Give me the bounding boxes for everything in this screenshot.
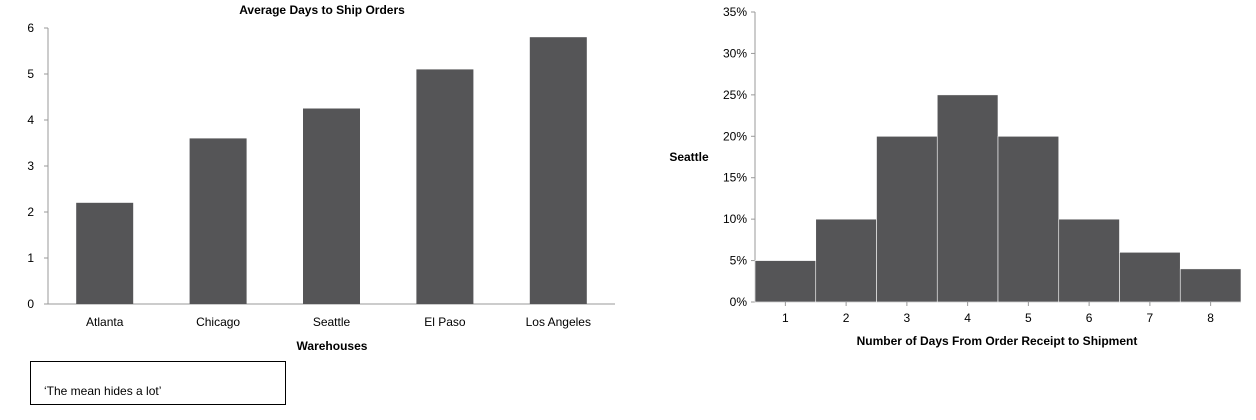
chart1-y-ticks: 0 1 2 3 4 5 6 — [27, 21, 48, 311]
chart2-category-label: 7 — [1147, 311, 1154, 325]
chart1-y-tick-label: 3 — [27, 159, 34, 173]
chart2-category-label: 4 — [964, 311, 971, 325]
chart2-bar — [936, 94, 999, 303]
chart1-x-axis-label: Warehouses — [297, 339, 368, 353]
chart1-bar — [416, 69, 474, 305]
chart2-y-tick-label: 5% — [730, 254, 748, 268]
note-text: ‘The mean hides a lot’ — [44, 384, 162, 398]
chart2-y-tick-label: 25% — [723, 88, 747, 102]
chart2-bar — [1119, 251, 1181, 303]
chart2-x-tick-labels: 1 2 3 4 5 6 7 8 — [782, 302, 1214, 325]
chart2-bar — [876, 135, 938, 303]
chart2-bar — [1058, 218, 1120, 303]
chart2-y-tick-label: 15% — [723, 171, 747, 185]
chart2-category-label: 6 — [1086, 311, 1093, 325]
chart2-category-label: 2 — [843, 311, 850, 325]
chart2-bar — [1179, 268, 1242, 303]
chart1-title: Average Days to Ship Orders — [239, 3, 405, 17]
chart2-y-tick-label: 0% — [730, 295, 748, 309]
chart1-category-label: Chicago — [196, 315, 240, 329]
chart2-y-tick-label: 35% — [723, 5, 747, 19]
chart2-category-label: 1 — [782, 311, 789, 325]
chart1-bars — [76, 37, 587, 305]
chart1-category-label: Seattle — [313, 315, 351, 329]
chart2-y-tick-label: 20% — [723, 129, 747, 143]
chart2-y-tick-label: 10% — [723, 212, 747, 226]
chart2-y-axis-label: Seattle — [669, 150, 709, 164]
chart2-category-label: 3 — [904, 311, 911, 325]
chart1-y-tick-label: 1 — [27, 251, 34, 265]
chart1-y-tick-label: 0 — [27, 297, 34, 311]
chart1-y-tick-label: 4 — [27, 113, 34, 127]
chart1-category-label: El Paso — [424, 315, 466, 329]
chart1-category-label: Atlanta — [86, 315, 124, 329]
average-days-chart: Average Days to Ship Orders 0 1 2 3 4 5 6 Atla… — [27, 3, 615, 353]
chart2-category-label: 5 — [1025, 311, 1032, 325]
chart2-bar — [815, 218, 877, 303]
chart2-y-ticks: 0% 5% 10% 15% 20% 25% 30% 35% — [723, 5, 755, 309]
chart1-bar — [189, 138, 247, 304]
note-box: ‘The mean hides a lot’ — [30, 361, 286, 405]
chart1-bar — [303, 108, 360, 304]
chart2-bars — [754, 94, 1242, 303]
chart1-x-tick-labels: Atlanta Chicago Seattle El Paso Los Angeles — [86, 315, 591, 329]
chart2-x-axis-label: Number of Days From Order Receipt to Shi… — [857, 334, 1138, 348]
chart1-y-tick-label: 5 — [27, 67, 34, 81]
chart2-category-label: 8 — [1207, 311, 1214, 325]
chart2-bar — [997, 135, 1060, 303]
chart1-bar — [529, 37, 587, 304]
chart1-y-tick-label: 6 — [27, 21, 34, 35]
chart1-category-label: Los Angeles — [526, 315, 591, 329]
chart1-bar — [76, 202, 134, 304]
chart2-y-tick-label: 30% — [723, 46, 747, 60]
chart2-bar — [754, 260, 817, 303]
chart1-y-tick-label: 2 — [27, 205, 34, 219]
